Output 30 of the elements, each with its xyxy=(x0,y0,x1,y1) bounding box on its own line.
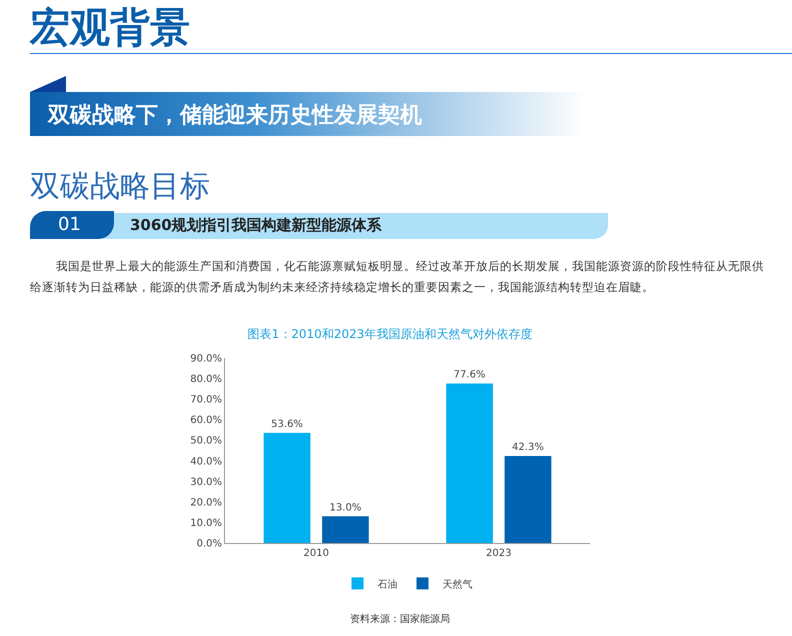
text: 我国是世界上最大的能源生产国和消费国，化石能源禀赋短板明显。经过改革开放后的长期发展，我国能源资源的阶段性特征从无限供给逐渐转为日益稀缺，能源的供需矛盾成为制约未来经济持续稳定增长的重要因素之一，我国能源结构转型迫在眉睫。 xyxy=(30,258,765,296)
data-label: 13.0% xyxy=(330,502,362,514)
data-label: 42.3% xyxy=(512,442,544,454)
x-tick-label: 2023 xyxy=(486,548,512,559)
y-tick-label: 0.0% xyxy=(196,538,222,550)
text: 双碳战略下，储能迎来历史性发展契机 xyxy=(48,102,422,130)
chart-title: 图表1：2010和2023年我国原油和天然气对外依存度 xyxy=(248,327,532,342)
text: 01 xyxy=(58,214,81,235)
y-tick-label: 40.0% xyxy=(190,456,222,468)
bar xyxy=(322,516,369,543)
x-tick-label: 2010 xyxy=(304,548,329,559)
y-tick-label: 80.0% xyxy=(190,374,222,386)
y-tick-label: 20.0% xyxy=(190,497,222,508)
text: 3060规划指引我国构建新型能源体系 xyxy=(130,216,382,235)
y-tick-label: 60.0% xyxy=(190,415,222,426)
text: 资料来源：国家能源局 xyxy=(350,612,450,626)
legend-label: 石油 xyxy=(378,578,398,590)
data-label: 77.6% xyxy=(454,369,486,380)
text: 宏观背景 xyxy=(30,4,190,53)
legend-label: 天然气 xyxy=(442,578,472,590)
y-tick-label: 90.0% xyxy=(190,354,222,364)
y-tick-label: 10.0% xyxy=(190,518,222,529)
y-tick-label: 70.0% xyxy=(190,394,222,406)
y-tick-label: 50.0% xyxy=(190,436,222,447)
bar xyxy=(446,383,493,543)
data-label: 53.6% xyxy=(271,418,303,430)
text: 双碳战略目标 xyxy=(30,168,210,206)
bar xyxy=(504,456,552,543)
bar xyxy=(264,432,310,543)
y-tick-label: 30.0% xyxy=(190,476,222,488)
